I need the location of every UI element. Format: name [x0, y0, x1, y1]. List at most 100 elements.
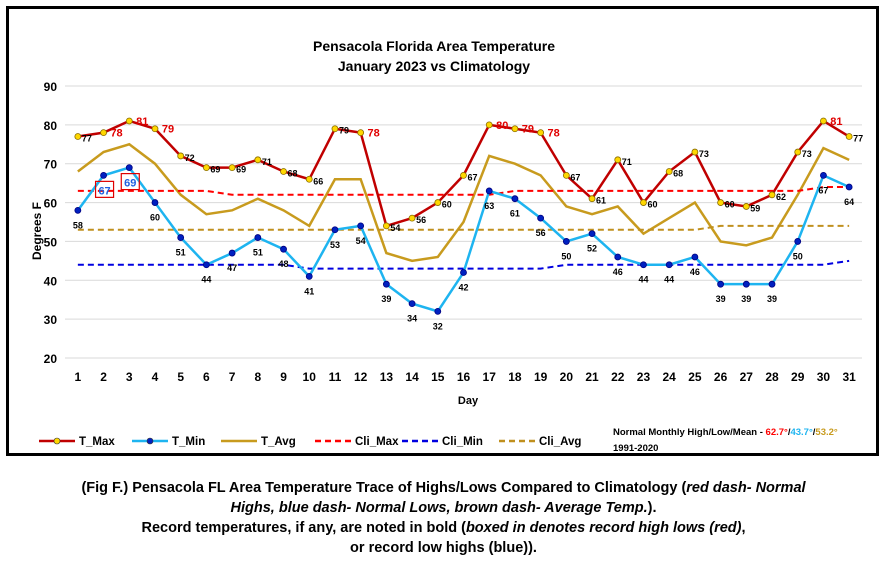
point-t-min: [794, 238, 802, 245]
max-data-label: 79: [522, 124, 534, 136]
y-tick-label: 80: [44, 119, 58, 133]
point-t-max: [691, 148, 699, 156]
point-t-min: [254, 234, 262, 241]
x-tick-label: 3: [126, 370, 133, 384]
point-t-max: [511, 125, 519, 133]
legend-label: T_Avg: [261, 436, 296, 448]
normals-note-high: 62.7°: [766, 427, 788, 438]
x-tick-label: 17: [483, 370, 497, 384]
point-t-min: [485, 187, 493, 195]
record-box: [120, 173, 140, 191]
normals-period: 1991-2020: [613, 443, 658, 453]
max-data-label: 68: [288, 168, 298, 178]
min-data-label: 58: [73, 220, 83, 230]
caption-line-1: (Fig F.) Pensacola FL Area Temperature T…: [0, 478, 887, 498]
x-tick-label: 28: [765, 370, 779, 384]
point-t-min: [562, 238, 570, 245]
point-t-min: [845, 183, 853, 191]
max-data-label: 67: [570, 172, 580, 182]
point-t-max: [331, 125, 339, 133]
x-axis-label: Day: [458, 395, 479, 407]
min-data-label: 51: [176, 248, 186, 258]
legend-marker: [146, 437, 154, 445]
caption-l2b: ).: [647, 500, 657, 516]
point-t-max: [280, 168, 287, 175]
x-tick-label: 2: [100, 370, 107, 384]
temperature-chart: Pensacola Florida Area Temperature Janua…: [30, 38, 863, 453]
x-tick-label: 22: [611, 370, 625, 384]
figure-caption: (Fig F.) Pensacola FL Area Temperature T…: [0, 478, 887, 558]
caption-l3b: boxed in denotes record high lows (red): [465, 520, 742, 536]
max-data-label: 77: [82, 134, 92, 144]
min-data-label: 48: [279, 259, 289, 269]
chart-title: Pensacola Florida Area Temperature: [313, 38, 555, 54]
min-data-label: 39: [716, 294, 726, 304]
min-data-label: 54: [356, 236, 366, 246]
point-t-max: [665, 168, 673, 175]
point-t-min: [614, 253, 622, 261]
chart-frame: Pensacola Florida Area Temperature Janua…: [6, 6, 879, 456]
x-tick-label: 4: [152, 370, 159, 384]
max-data-label: 78: [110, 128, 122, 140]
point-t-min: [100, 171, 107, 179]
point-t-max: [717, 199, 724, 206]
min-data-label: 52: [587, 244, 597, 254]
max-data-label: 78: [368, 128, 380, 140]
y-tick-label: 90: [44, 80, 58, 94]
point-t-min: [768, 280, 776, 288]
max-data-label: 54: [390, 223, 400, 233]
data-labels: 77 78 81 79 72 69 69 71 68 66 79 78 54 56 60 67 80 79 78 67…: [73, 116, 863, 331]
x-tick-label: 14: [405, 370, 419, 384]
min-data-label: 67: [98, 185, 110, 197]
point-t-min: [640, 261, 647, 269]
point-t-min: [665, 261, 673, 269]
caption-line-2: Highs, blue dash- Normal Lows, brown das…: [0, 498, 887, 518]
chart-subtitle: January 2023 vs Climatology: [338, 58, 530, 74]
min-data-label: 61: [510, 209, 520, 219]
max-data-label: 62: [776, 192, 786, 202]
max-data-label: 77: [853, 134, 863, 144]
min-data-label: 50: [561, 251, 571, 261]
max-data-label: 81: [136, 116, 148, 128]
y-tick-label: 60: [44, 197, 58, 211]
min-data-label: 41: [304, 286, 314, 296]
point-t-max: [228, 164, 236, 172]
series-line-t-avg: [77, 142, 850, 263]
legend-label: Cli_Max: [355, 436, 399, 448]
min-data-label: 42: [458, 283, 468, 293]
point-t-max: [485, 121, 493, 129]
caption-l2a: Highs, blue dash- Normal Lows, brown das…: [230, 500, 648, 516]
series-line-cli-avg: [77, 224, 850, 231]
legend: T_Max T_Min T_Avg Cli_Max Cli_Min Cli_Avg: [39, 436, 581, 448]
x-tick-label: 26: [714, 370, 728, 384]
point-t-min: [742, 280, 750, 288]
point-t-max: [74, 133, 82, 140]
normals-note-low: 43.7°: [790, 427, 812, 438]
point-t-max: [357, 129, 365, 137]
point-t-min: [151, 199, 159, 206]
min-data-label: 63: [484, 201, 494, 211]
point-t-min: [691, 253, 699, 261]
point-t-min: [434, 307, 442, 315]
y-axis-label: Degrees F: [30, 202, 44, 260]
normals-note-prefix: Normal Monthly High/Low/Mean -: [613, 427, 766, 438]
point-t-min: [408, 300, 416, 308]
y-tick-label: 20: [44, 352, 58, 366]
min-data-label: 64: [844, 197, 854, 207]
x-tick-label: 24: [662, 370, 676, 384]
max-data-label: 68: [673, 168, 683, 178]
caption-l3a: Record temperatures, if any, are noted i…: [141, 520, 466, 536]
legend-label: T_Max: [79, 436, 115, 448]
point-t-min: [203, 261, 210, 269]
legend-label: Cli_Avg: [539, 436, 581, 448]
point-t-min: [820, 171, 827, 179]
point-t-max: [614, 156, 622, 164]
x-tick-label: 12: [354, 370, 368, 384]
min-data-label: 69: [124, 178, 136, 190]
max-data-label: 59: [750, 203, 760, 213]
normals-note: Normal Monthly High/Low/Mean - 62.7°/43.…: [613, 427, 838, 438]
min-data-label: 60: [150, 213, 160, 223]
min-data-label: 50: [793, 251, 803, 261]
series-line-cli-max: [77, 186, 850, 196]
max-data-label: 73: [802, 149, 812, 159]
